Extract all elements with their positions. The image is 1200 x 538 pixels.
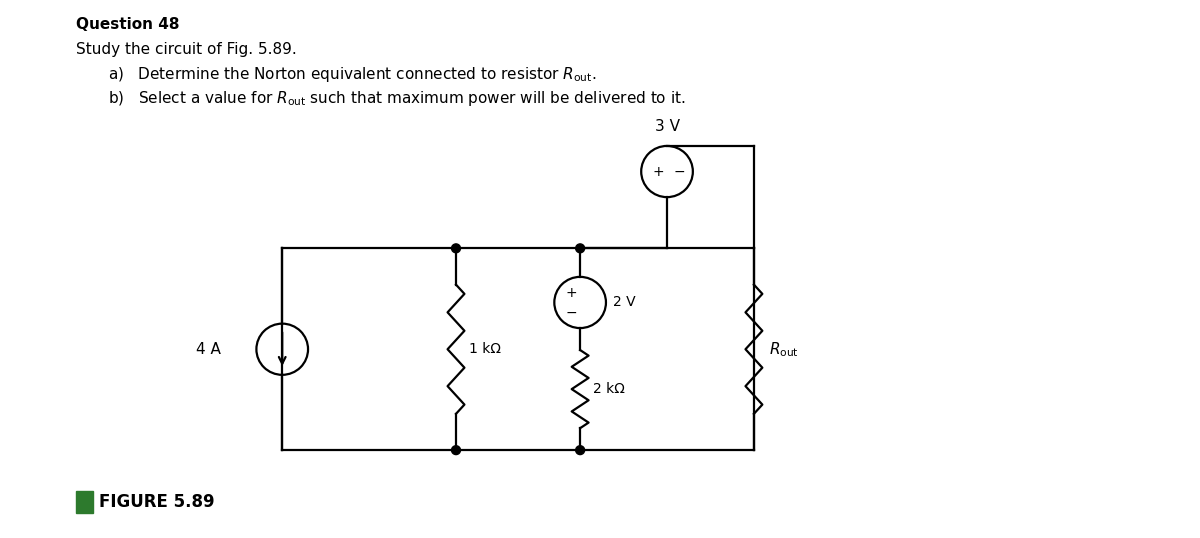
Text: Question 48: Question 48 <box>76 17 179 32</box>
Text: a)   Determine the Norton equivalent connected to resistor $R_{\mathrm{out}}$.: a) Determine the Norton equivalent conne… <box>108 65 598 84</box>
Text: 3 V: 3 V <box>654 119 679 134</box>
Circle shape <box>451 244 461 253</box>
Text: 1 kΩ: 1 kΩ <box>469 342 500 356</box>
Circle shape <box>576 445 584 455</box>
Text: 2 V: 2 V <box>613 295 636 309</box>
Text: b)   Select a value for $R_{\mathrm{out}}$ such that maximum power will be deliv: b) Select a value for $R_{\mathrm{out}}$… <box>108 89 686 108</box>
Text: Study the circuit of Fig. 5.89.: Study the circuit of Fig. 5.89. <box>76 41 296 56</box>
Text: +: + <box>653 165 664 179</box>
Bar <box>76 492 92 513</box>
Text: −: − <box>673 165 685 179</box>
Text: FIGURE 5.89: FIGURE 5.89 <box>100 493 215 511</box>
Text: 4 A: 4 A <box>196 342 221 357</box>
Circle shape <box>576 244 584 253</box>
Text: −: − <box>565 306 577 320</box>
Text: +: + <box>565 286 577 300</box>
Text: 2 kΩ: 2 kΩ <box>593 382 625 396</box>
Text: $R_{\mathrm{out}}$: $R_{\mathrm{out}}$ <box>769 340 799 359</box>
Circle shape <box>451 445 461 455</box>
